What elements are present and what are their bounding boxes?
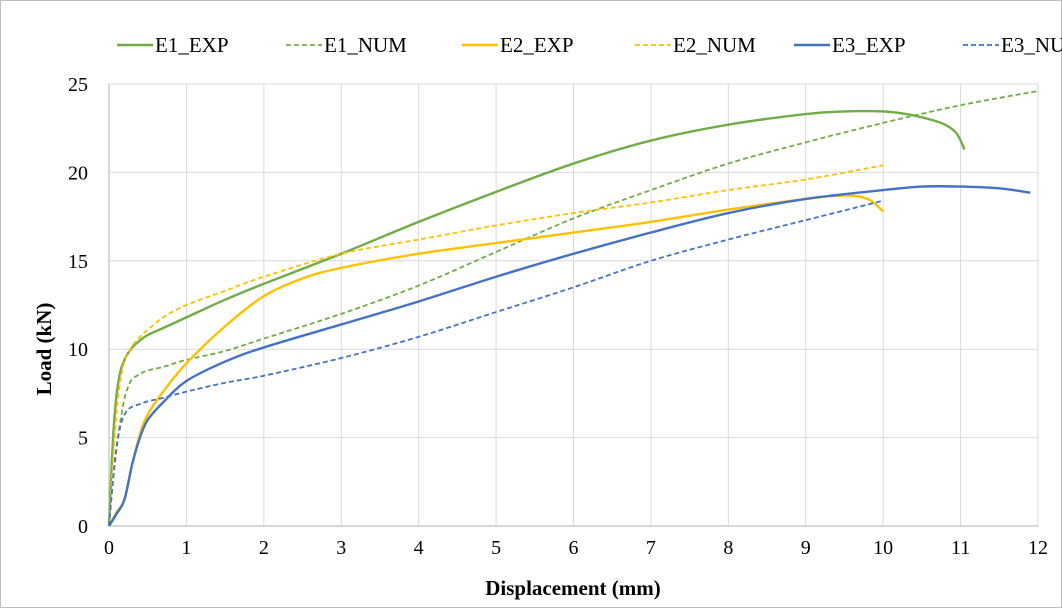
x-tick-label: 4	[414, 537, 424, 559]
x-tick-label: 12	[1028, 537, 1048, 559]
axes	[108, 84, 1038, 527]
legend-label: E1_EXP	[155, 33, 229, 57]
y-tick-label: 25	[68, 74, 88, 96]
x-tick-label: 3	[336, 537, 346, 559]
y-tick-label: 5	[78, 428, 88, 450]
series-line-e3-num	[108, 199, 884, 527]
legend-label: E2_NUM	[673, 33, 756, 57]
x-tick-label: 2	[259, 537, 269, 559]
legend-label: E2_EXP	[500, 33, 574, 57]
x-tick-label: 6	[569, 537, 579, 559]
x-tick-label: 10	[873, 537, 893, 559]
y-axis-title: Load (kN)	[32, 303, 56, 396]
x-tick-label: 5	[491, 537, 501, 559]
x-tick-label: 7	[646, 537, 656, 559]
series-line-e3-exp	[107, 185, 1031, 527]
legend-label: E3_NUM	[1001, 33, 1062, 57]
x-tick-label: 1	[181, 537, 191, 559]
y-tick-label: 10	[68, 339, 88, 361]
gridlines	[109, 83, 1039, 526]
x-tick-label: 11	[951, 537, 970, 559]
legend: E1_EXP E1_NUM E2_EXP E2_NUM E3_EXP E3_NUM	[117, 33, 1062, 57]
y-tick-label: 15	[68, 251, 88, 273]
x-tick-label: 8	[723, 537, 733, 559]
x-tick-label: 9	[801, 537, 811, 559]
series-line-e2-num	[108, 164, 884, 527]
legend-label: E3_EXP	[832, 33, 906, 57]
legend-label: E1_NUM	[324, 33, 407, 57]
series-lines	[107, 90, 1039, 527]
x-tick-label: 0	[104, 537, 114, 559]
series-line-e1-num	[108, 90, 1039, 527]
x-axis-title: Displacement (mm)	[485, 576, 661, 600]
y-tick-label: 20	[68, 162, 88, 184]
y-tick-label: 0	[78, 516, 88, 538]
